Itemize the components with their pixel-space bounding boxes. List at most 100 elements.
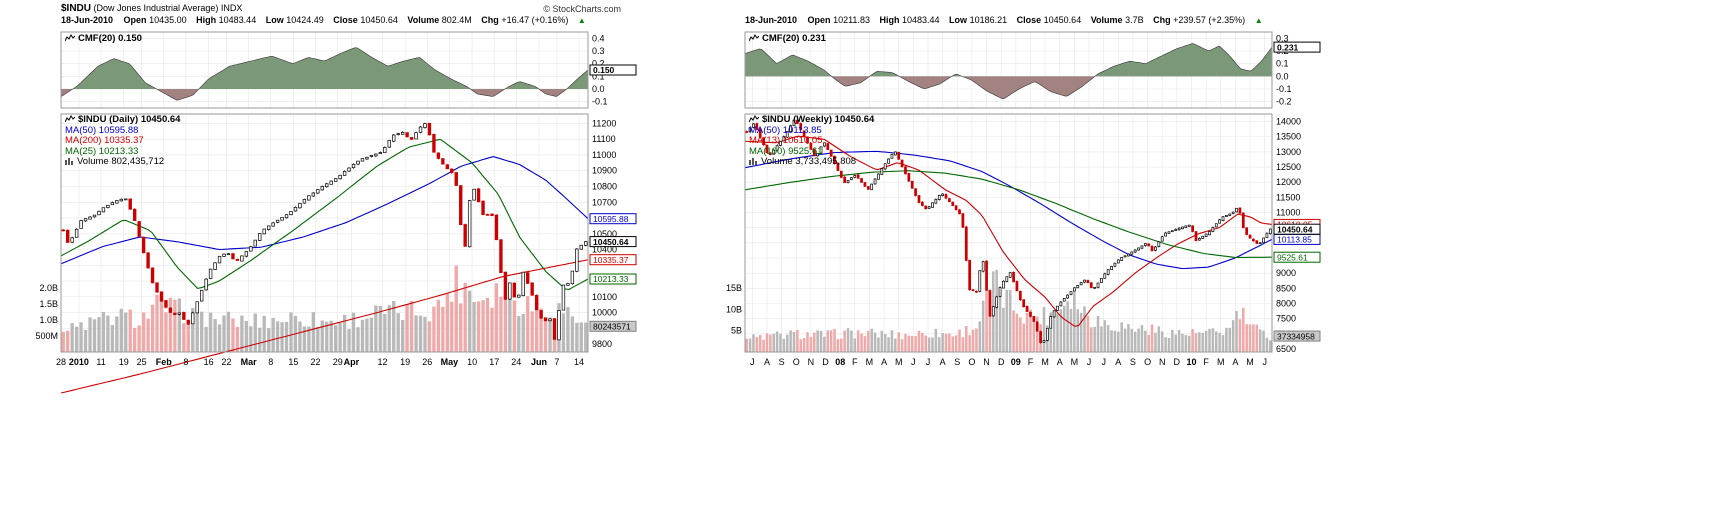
quote-open: Open 10435.00: [124, 15, 187, 25]
svg-text:Mar: Mar: [241, 357, 258, 367]
svg-text:10335.37: 10335.37: [593, 255, 629, 265]
quote-chg: Chg +16.47 (+0.16%): [481, 15, 568, 25]
svg-text:Feb: Feb: [156, 357, 173, 367]
close-value: 10450.64: [1043, 15, 1082, 25]
svg-text:19: 19: [119, 357, 129, 367]
svg-text:10450.64: 10450.64: [1277, 224, 1313, 234]
svg-text:M: M: [1041, 357, 1049, 367]
svg-text:J: J: [1101, 357, 1106, 367]
quote-high: High 10483.44: [879, 15, 939, 25]
close-value: 10450.64: [360, 15, 398, 25]
svg-text:S: S: [779, 357, 785, 367]
svg-text:09: 09: [1011, 357, 1021, 367]
close-label: Close: [1016, 15, 1042, 25]
chg-value: +239.57 (+2.35%): [1173, 15, 1246, 25]
svg-text:12000: 12000: [1276, 177, 1301, 187]
svg-text:08: 08: [835, 357, 845, 367]
svg-text:26: 26: [422, 357, 432, 367]
svg-text:10400: 10400: [592, 245, 617, 255]
svg-text:500M: 500M: [35, 331, 58, 341]
svg-text:10: 10: [1186, 357, 1196, 367]
cmf-legend: CMF(20) 0.231: [749, 33, 826, 44]
svg-text:1.5B: 1.5B: [39, 299, 58, 309]
volume-label: Volume: [407, 15, 440, 25]
svg-text:Jun: Jun: [531, 357, 547, 367]
daily-chart-canvas[interactable]: 11200 11100 11000 10900 10800 10700 10500 10400…: [28, 2, 668, 402]
svg-text:J: J: [750, 357, 755, 367]
quote-chg: Chg +239.57 (+2.35%): [1153, 15, 1245, 25]
svg-text:-0.2: -0.2: [1276, 97, 1292, 107]
svg-text:8500: 8500: [1276, 283, 1296, 293]
svg-text:9525.61: 9525.61: [1277, 252, 1308, 262]
indicator-icon: [749, 34, 759, 42]
svg-text:N: N: [808, 357, 815, 367]
svg-text:0.0: 0.0: [1276, 71, 1289, 81]
svg-text:2.0B: 2.0B: [39, 283, 58, 293]
svg-text:29: 29: [333, 357, 343, 367]
svg-text:0.3: 0.3: [592, 46, 605, 56]
svg-text:10700: 10700: [592, 197, 617, 207]
quote-low: Low 10424.49: [266, 15, 324, 25]
quote-open: Open 10211.83: [808, 15, 870, 25]
svg-text:J: J: [1262, 357, 1267, 367]
svg-text:0.3: 0.3: [1276, 33, 1289, 43]
svg-text:-0.1: -0.1: [592, 97, 608, 107]
copyright-label: © StockCharts.com: [543, 4, 621, 14]
svg-text:5B: 5B: [731, 326, 742, 336]
svg-text:J: J: [1087, 357, 1092, 367]
svg-text:D: D: [822, 357, 829, 367]
svg-text:9000: 9000: [1276, 268, 1296, 278]
open-value: 10435.00: [149, 15, 187, 25]
legend-ma100: MA(100) 9525.61: [749, 145, 823, 157]
svg-text:J: J: [926, 357, 931, 367]
low-value: 10424.49: [286, 15, 324, 25]
quote-close: Close 10450.64: [1017, 15, 1082, 25]
svg-text:M: M: [866, 357, 874, 367]
svg-text:-0.1: -0.1: [1276, 84, 1292, 94]
svg-text:S: S: [1130, 357, 1136, 367]
svg-text:8000: 8000: [1276, 298, 1296, 308]
legend-title-row: $INDU (Weekly) 10450.64: [749, 114, 874, 126]
quote-date: 18-Jun-2010: [61, 15, 114, 25]
legend-ma25: MA(25) 10213.33: [65, 145, 139, 157]
volume-icon: [65, 158, 73, 165]
low-value: 10186.21: [969, 15, 1008, 25]
close-label: Close: [333, 15, 358, 25]
svg-text:24: 24: [511, 357, 521, 367]
svg-text:Apr: Apr: [344, 357, 360, 367]
svg-text:0.231: 0.231: [1277, 42, 1299, 52]
svg-text:F: F: [1203, 357, 1209, 367]
svg-text:9800: 9800: [592, 339, 612, 349]
daily-chart-panel: 11200 11100 11000 10900 10800 10700 10500 10400…: [28, 2, 668, 432]
legend-title-row: $INDU (Daily) 10450.64: [65, 114, 180, 126]
svg-text:0.2: 0.2: [592, 59, 605, 69]
legend-volume-text: Volume 3,733,495,808: [761, 156, 857, 167]
svg-text:A: A: [1057, 357, 1063, 367]
volume-value: 802.4M: [441, 15, 472, 25]
high-label: High: [196, 15, 217, 25]
svg-text:10113.85: 10113.85: [1277, 235, 1312, 245]
svg-text:N: N: [1159, 357, 1166, 367]
svg-text:10800: 10800: [592, 182, 617, 192]
open-label: Open: [123, 15, 147, 25]
svg-text:10595.88: 10595.88: [593, 214, 629, 224]
svg-text:19: 19: [400, 357, 410, 367]
svg-text:12500: 12500: [1276, 162, 1301, 172]
weekly-chart-canvas[interactable]: 14000 13500 13000 12500 12000 11500 11000 9000 8…: [712, 2, 1352, 402]
main-legend: $INDU (Daily) 10450.64 MA(50) 10595.88 M…: [65, 114, 180, 168]
legend-volume-row: Volume 802,435,712: [65, 156, 180, 168]
svg-text:0.4: 0.4: [592, 33, 605, 43]
svg-text:2010: 2010: [69, 357, 89, 367]
main-legend: $INDU (Weekly) 10450.64 MA(50) 10113.85 …: [749, 114, 874, 168]
legend-ma50: MA(50) 10595.88: [65, 124, 139, 136]
svg-text:N: N: [983, 357, 990, 367]
svg-text:A: A: [764, 357, 770, 367]
svg-text:14000: 14000: [1276, 117, 1301, 127]
low-label: Low: [949, 15, 968, 25]
svg-text:0.0: 0.0: [592, 84, 605, 94]
svg-text:S: S: [954, 357, 960, 367]
svg-text:D: D: [998, 357, 1005, 367]
svg-text:10450.64: 10450.64: [593, 237, 629, 247]
svg-text:7500: 7500: [1276, 314, 1296, 324]
